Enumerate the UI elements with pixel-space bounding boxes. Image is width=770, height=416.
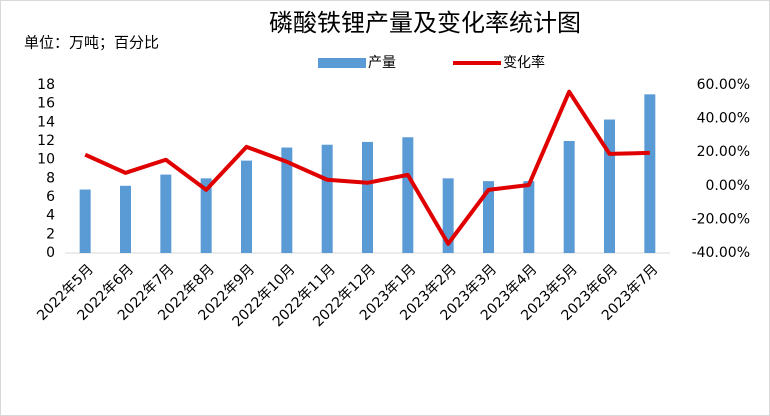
bar [362, 141, 373, 253]
legend-label: 产量 [368, 55, 396, 71]
bar [483, 181, 494, 253]
y-tick-label: 10 [37, 152, 55, 168]
bar [321, 144, 333, 253]
legend-swatch [318, 58, 366, 68]
line [84, 89, 650, 246]
bar [523, 181, 535, 253]
bar [442, 178, 454, 253]
y-tick-label: 16 [37, 96, 55, 112]
y2-tick-label: 20.00% [697, 144, 750, 160]
bar [644, 94, 656, 253]
bar [241, 160, 252, 253]
y2-tick-label: 0.00% [706, 178, 750, 194]
y-tick-label: 6 [46, 189, 55, 205]
y-tick-label: 2 [46, 226, 55, 242]
bar [79, 189, 91, 253]
y2-tick-label: 60.00% [697, 77, 750, 93]
y2-tick-label: -40.00% [692, 245, 750, 261]
y-tick-label: 12 [37, 133, 55, 149]
y-tick-label: 0 [46, 245, 55, 261]
y-tick-label: 14 [37, 114, 55, 130]
y-tick-label: 18 [37, 77, 55, 93]
unit-label: 单位：万吨；百分比 [24, 34, 159, 52]
y-tick-label: 8 [46, 170, 55, 186]
bar [604, 119, 615, 254]
bar [120, 185, 131, 253]
chart-title: 磷酸铁锂产量及变化率统计图 [269, 9, 581, 37]
y2-tick-label: -20.00% [692, 211, 750, 227]
bar [563, 141, 575, 253]
y2-tick-label: 40.00% [697, 111, 750, 127]
bar [281, 147, 293, 253]
bar [402, 137, 414, 253]
legend-label: 变化率 [503, 54, 545, 71]
bar [160, 174, 172, 253]
bar [200, 178, 212, 253]
y-tick-label: 4 [46, 208, 55, 224]
